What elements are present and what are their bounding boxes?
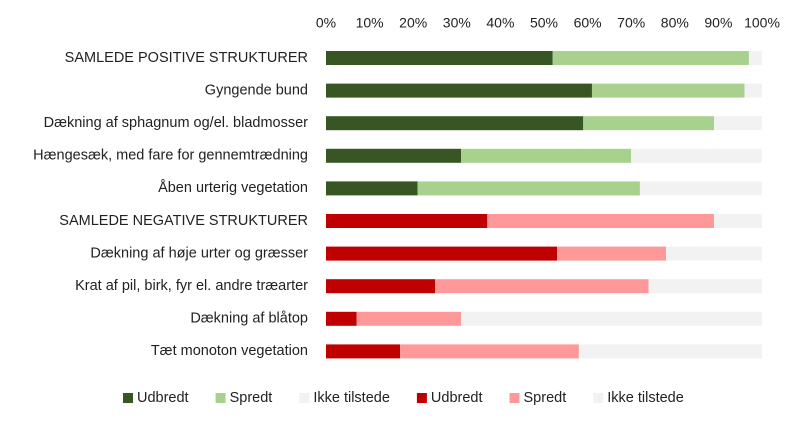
category-label: Dækning af blåtop bbox=[190, 311, 308, 327]
x-tick-label: 30% bbox=[443, 15, 471, 31]
legend-label: Spredt bbox=[524, 390, 567, 406]
category-label: Åben urterig vegetation bbox=[158, 179, 308, 196]
x-tick-label: 80% bbox=[661, 15, 689, 31]
bar-segment bbox=[326, 51, 553, 65]
bar-segment bbox=[461, 311, 762, 326]
x-tick-label: 40% bbox=[486, 15, 514, 31]
bar-segment bbox=[326, 83, 592, 98]
bar-segment bbox=[417, 181, 640, 196]
x-tick-label: 60% bbox=[574, 15, 602, 31]
legend-label: Spredt bbox=[230, 390, 273, 406]
bar-segment bbox=[326, 279, 435, 294]
category-label: SAMLEDE NEGATIVE STRUKTURER bbox=[59, 213, 308, 229]
bar-segment bbox=[326, 214, 488, 228]
bar-segment bbox=[557, 246, 667, 261]
x-tick-label: 20% bbox=[399, 15, 427, 31]
legend-label: Udbredt bbox=[431, 390, 483, 406]
bar-segment bbox=[326, 181, 418, 196]
bar-segment bbox=[461, 148, 632, 163]
x-tick-label: 90% bbox=[704, 15, 732, 31]
bar-segment bbox=[748, 51, 762, 65]
category-label: SAMLEDE POSITIVE STRUKTURER bbox=[65, 50, 308, 66]
bars bbox=[326, 51, 762, 359]
legend-label: Ikke tilstede bbox=[313, 390, 390, 406]
x-tick-label: 10% bbox=[356, 15, 384, 31]
legend-swatch bbox=[509, 393, 520, 403]
bar-segment bbox=[435, 279, 649, 294]
category-label: Krat af pil, birk, fyr el. andre træarte… bbox=[75, 278, 308, 294]
x-tick-label: 100% bbox=[744, 15, 780, 31]
bar-segment bbox=[714, 214, 762, 228]
x-tick-label: 50% bbox=[530, 15, 558, 31]
bar-segment bbox=[639, 181, 762, 196]
category-label: Gyngende bund bbox=[205, 82, 308, 98]
legend-swatch bbox=[215, 393, 226, 403]
category-label: Tæt monoton vegetation bbox=[151, 343, 308, 359]
bar-segment bbox=[326, 148, 462, 163]
bar-segment bbox=[714, 116, 762, 131]
x-tick-label: 0% bbox=[316, 15, 336, 31]
legend-swatch bbox=[123, 393, 133, 403]
bar-segment bbox=[487, 214, 715, 228]
category-labels: SAMLEDE POSITIVE STRUKTURER Gyngende bund… bbox=[33, 50, 308, 359]
bar-segment bbox=[583, 116, 715, 131]
bar-segment bbox=[400, 344, 579, 359]
bar-segment bbox=[648, 279, 762, 294]
bar-segment bbox=[326, 311, 357, 326]
legend-label: Udbredt bbox=[137, 390, 189, 406]
bar-segment bbox=[326, 116, 584, 131]
bar-segment bbox=[578, 344, 762, 359]
legend-swatch bbox=[416, 393, 427, 403]
category-label: Dækning af sphagnum og/el. bladmosser bbox=[44, 115, 309, 131]
x-tick-label: 70% bbox=[617, 15, 645, 31]
bar-segment bbox=[591, 83, 745, 98]
category-label: Dækning af høje urter og græsser bbox=[90, 245, 308, 261]
bar-segment bbox=[552, 51, 749, 65]
legend-swatch bbox=[299, 393, 310, 403]
x-axis-ticks: 0% 10% 20% 30% 40% 50% 60% 70% 80% 90% 100% bbox=[316, 15, 780, 31]
bar-segment bbox=[326, 344, 401, 359]
legend-swatch bbox=[593, 393, 604, 403]
bar-segment bbox=[356, 311, 462, 326]
bar-segment bbox=[631, 148, 762, 163]
bar-segment bbox=[326, 246, 558, 261]
legend: Udbredt Spredt Ikke tilstede Udbredt Spredt I… bbox=[123, 390, 684, 406]
bar-segment bbox=[744, 83, 762, 98]
legend-label: Ikke tilstede bbox=[607, 390, 684, 406]
bar-segment bbox=[666, 246, 762, 261]
category-label: Hængesæk, med fare for gennemtrædning bbox=[33, 148, 308, 164]
